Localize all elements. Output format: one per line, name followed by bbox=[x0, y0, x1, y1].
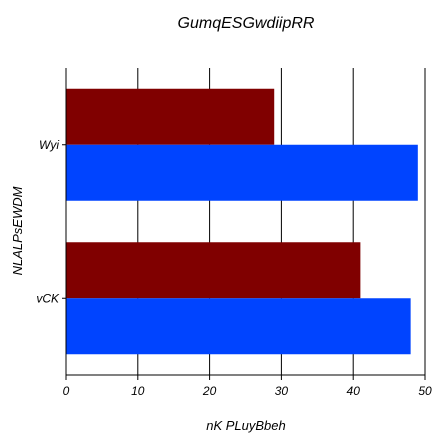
axes: Wyi vCK 0 10 20 30 40 50 bbox=[36, 68, 432, 398]
y-axis-label: NLALPsEWDM bbox=[10, 186, 25, 275]
x-tick-label: 10 bbox=[131, 384, 145, 398]
bar bbox=[66, 242, 361, 299]
y-tick-label: Wyi bbox=[39, 138, 59, 152]
chart-title: GumqESGwdiipRR bbox=[178, 15, 315, 32]
x-tick-label: 30 bbox=[275, 384, 289, 398]
x-tick-label: 0 bbox=[63, 384, 70, 398]
x-axis-label: nK PLuyBbeh bbox=[206, 418, 286, 433]
bar bbox=[66, 144, 418, 201]
bars bbox=[66, 88, 418, 355]
y-tick-label: vCK bbox=[36, 291, 60, 305]
x-tick-label: 40 bbox=[347, 384, 361, 398]
bar bbox=[66, 88, 275, 145]
x-tick-label: 50 bbox=[418, 384, 432, 398]
bar bbox=[66, 298, 411, 355]
x-tick-label: 20 bbox=[202, 384, 217, 398]
